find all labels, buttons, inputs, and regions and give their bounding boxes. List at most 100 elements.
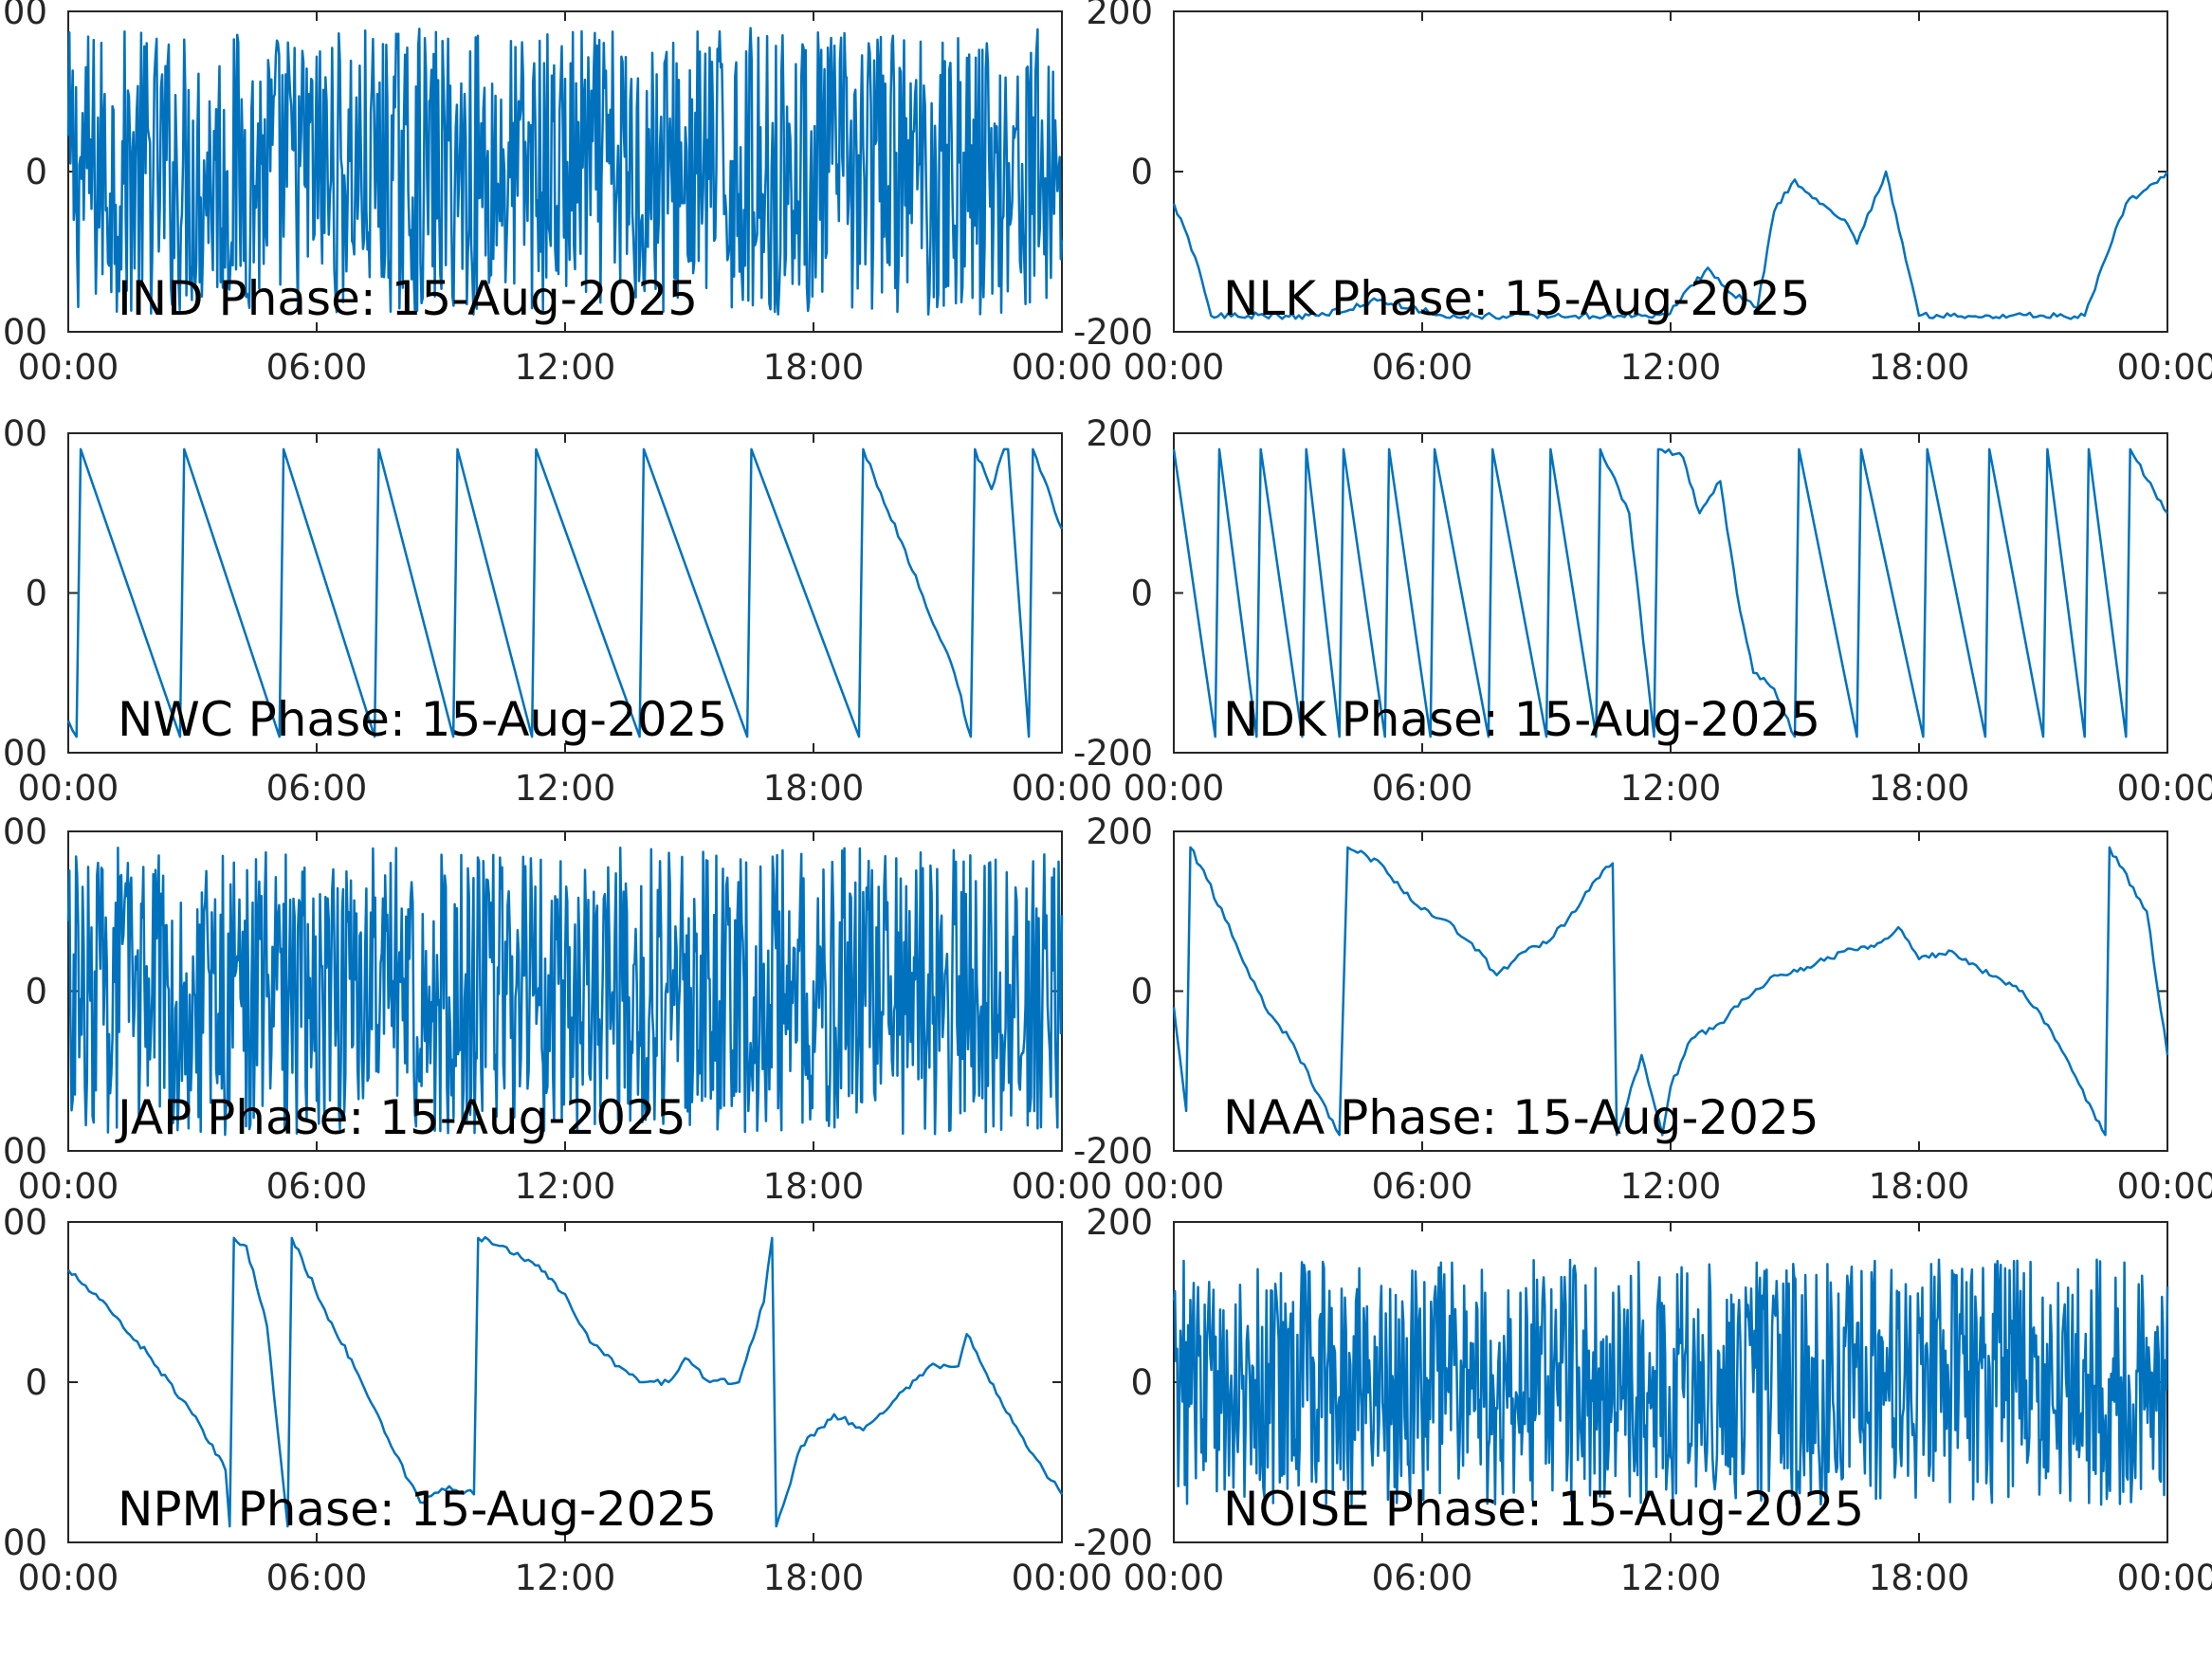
phase-line-layer [1172,447,2168,738]
y-tick-label: 200 [1086,1202,1153,1243]
x-tick-label: 00:00 [1012,347,1113,388]
phase-series-line [66,1235,1064,1528]
y-tick-label: 200 [0,1202,47,1243]
phase-series-line [66,27,1064,316]
y-tick-label: -200 [0,1522,47,1563]
x-tick-label: 00:00 [1012,768,1113,809]
phase-series-line [66,846,1064,1137]
y-tick-label: 200 [0,811,47,852]
phase-line-layer [1172,846,2169,1137]
y-tick-label: 200 [1086,413,1153,454]
x-tick-label: 12:00 [1620,1166,1722,1207]
axes-frame [67,432,1063,754]
x-tick-label: 18:00 [763,347,865,388]
x-tick-label: 06:00 [1372,1166,1473,1207]
x-tick-label: 00:00 [18,347,119,388]
x-tick-label: 00:00 [1012,1558,1113,1598]
phase-line-layer [66,1235,1064,1528]
x-tick-label: 00:00 [1124,768,1225,809]
y-tick-label: 200 [0,0,47,32]
x-tick-label: 00:00 [1012,1166,1113,1207]
panel-title: NWC Phase: 15-Aug-2025 [118,692,727,747]
y-tick-label: -200 [1073,312,1153,353]
x-tick-label: 18:00 [763,1166,865,1207]
phase-line-layer [1172,1258,2169,1506]
phase-line-layer [66,27,1064,316]
y-tick-label: 0 [25,574,47,614]
axes-frame [1173,10,2168,333]
y-tick-label: -200 [1073,1131,1153,1172]
y-tick-label: 0 [1130,574,1153,614]
x-tick-label: 06:00 [1372,768,1473,809]
panel-title: IND Phase: 15-Aug-2025 [118,271,698,326]
panel-title: NDK Phase: 15-Aug-2025 [1223,692,1820,747]
x-tick-label: 12:00 [1620,768,1722,809]
x-tick-label: 18:00 [1869,1166,1970,1207]
y-tick-label: 0 [25,1362,47,1403]
phase-series-line [1172,447,2168,738]
x-tick-label: 12:00 [515,1166,616,1207]
y-tick-label: 0 [25,972,47,1012]
y-tick-label: 0 [1130,152,1153,192]
x-tick-label: 18:00 [1869,768,1970,809]
x-tick-label: 12:00 [515,347,616,388]
panel-title: NLK Phase: 15-Aug-2025 [1223,271,1810,326]
x-tick-label: 18:00 [763,1558,865,1598]
x-tick-label: 00:00 [1124,347,1225,388]
panel-title: NOISE Phase: 15-Aug-2025 [1223,1482,1864,1537]
phase-series-line [66,447,1064,738]
phase-line-layer [66,846,1064,1137]
y-tick-label: 200 [1086,811,1153,852]
panel-title: NAA Phase: 15-Aug-2025 [1223,1090,1819,1145]
x-tick-label: 06:00 [1372,1558,1473,1598]
panel-title: NPM Phase: 15-Aug-2025 [118,1482,717,1537]
y-tick-label: 0 [1130,1362,1153,1403]
x-tick-label: 00:00 [1124,1558,1225,1598]
x-tick-label: 00:00 [2117,768,2212,809]
x-tick-label: 06:00 [1372,347,1473,388]
x-tick-label: 00:00 [18,768,119,809]
x-tick-label: 00:00 [2117,1166,2212,1207]
x-tick-label: 00:00 [1124,1166,1225,1207]
y-tick-label: -200 [0,1131,47,1172]
x-tick-label: 18:00 [763,768,865,809]
y-tick-label: -200 [0,312,47,353]
panel-title: JAP Phase: 15-Aug-2025 [115,1090,686,1145]
x-tick-label: 06:00 [266,347,368,388]
y-tick-label: 200 [1086,0,1153,32]
y-tick-label: -200 [0,733,47,774]
x-tick-label: 18:00 [1869,1558,1970,1598]
phase-series-line [1172,170,2169,320]
phase-series-line [1172,1258,2169,1506]
x-tick-label: 12:00 [1620,1558,1722,1598]
x-tick-label: 12:00 [515,768,616,809]
x-tick-label: 00:00 [18,1166,119,1207]
phase-series-line [1172,846,2169,1137]
x-tick-label: 12:00 [515,1558,616,1598]
y-tick-label: 0 [25,152,47,192]
x-tick-label: 12:00 [1620,347,1722,388]
y-tick-label: -200 [1073,733,1153,774]
x-tick-label: 18:00 [1869,347,1970,388]
y-tick-label: 200 [0,413,47,454]
x-tick-label: 00:00 [2117,1558,2212,1598]
phase-line-layer [1172,170,2169,320]
x-tick-label: 06:00 [266,768,368,809]
y-tick-label: -200 [1073,1522,1153,1563]
x-tick-label: 06:00 [266,1166,368,1207]
